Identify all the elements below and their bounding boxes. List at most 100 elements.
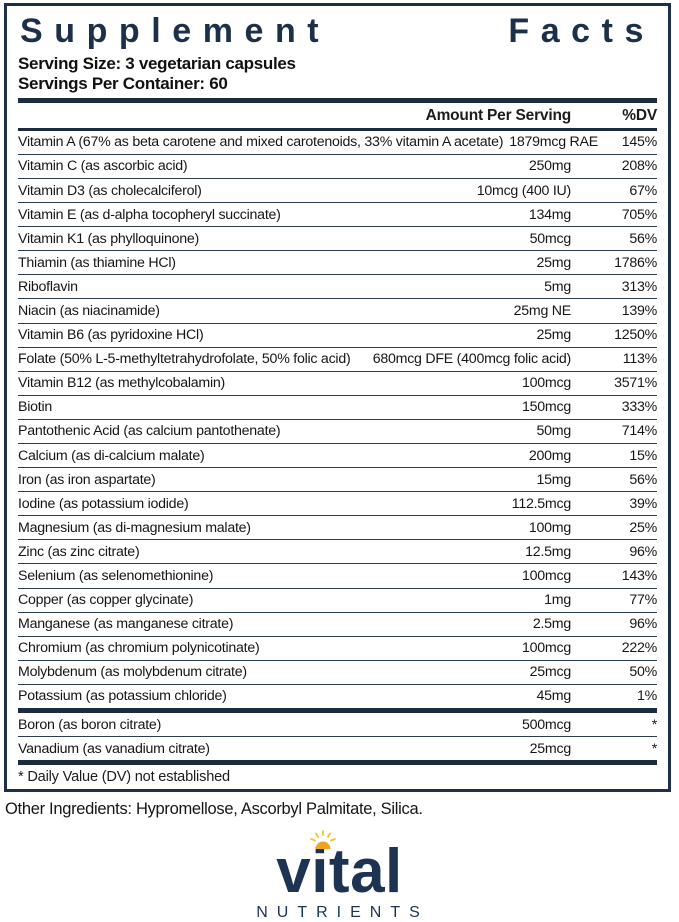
cell-label: Chromium (as chromium polynicotinate) bbox=[18, 640, 260, 657]
cell-dv: 714% bbox=[621, 423, 658, 440]
cell-amount: 100mg bbox=[528, 519, 571, 536]
cell-label: Molybdenum (as molybdenum citrate) bbox=[18, 664, 247, 681]
cell-amount: 25mg bbox=[536, 254, 572, 271]
cell-amount: 5mg bbox=[544, 278, 571, 295]
table-row: Calcium (as di-calcium malate) 200mg 15% bbox=[18, 443, 657, 467]
cell-amount: 100mcg bbox=[522, 568, 571, 585]
cell-amount: 150mcg bbox=[522, 399, 571, 416]
cell-amount: 112.5mcg bbox=[511, 495, 572, 512]
cell-dv: 1786% bbox=[614, 254, 657, 271]
cell-dv: 313% bbox=[621, 278, 658, 295]
cell-amount: 200mg bbox=[528, 447, 571, 464]
panel-title: Supplement Facts bbox=[18, 12, 657, 54]
cell-label: Riboflavin bbox=[18, 278, 78, 295]
table-row: Vitamin K1 (as phylloquinone) 50mcg 56% bbox=[18, 226, 657, 250]
cell-amount: 1879mcg RAE bbox=[509, 134, 598, 151]
cell-label: Biotin bbox=[18, 399, 52, 416]
table-row: Folate (50% L-5-methyltetrahydrofolate, … bbox=[18, 346, 657, 371]
cell-dv: 1250% bbox=[614, 327, 657, 344]
cell-label: Pantothenic Acid (as calcium pantothenat… bbox=[18, 423, 281, 440]
cell-label: Vitamin B12 (as methylcobalamin) bbox=[18, 375, 226, 392]
cell-amount: 680mcg DFE (400mcg folic acid) bbox=[372, 351, 572, 368]
brand-subname: NUTRIENTS bbox=[256, 904, 429, 922]
cell-label: Folate (50% L-5-methyltetrahydrofolate, … bbox=[18, 351, 351, 368]
cell-label: Vitamin A (67% as beta carotene and mixe… bbox=[18, 134, 504, 151]
cell-label: Boron (as boron citrate) bbox=[18, 716, 162, 733]
table-row: Vitamin B6 (as pyridoxine HCl) 25mg 1250% bbox=[18, 322, 657, 347]
supplement-facts-panel: Supplement Facts Serving Size: 3 vegetar… bbox=[4, 3, 671, 793]
cell-label: Iodine (as potassium iodide) bbox=[18, 495, 189, 512]
cell-label: Potassium (as potassium chloride) bbox=[18, 688, 227, 705]
table-row: Molybdenum (as molybdenum citrate) 25mcg 5… bbox=[18, 659, 657, 684]
table-row: Vitamin A (67% as beta carotene and mixe… bbox=[18, 131, 657, 154]
panel-title-word-2: Facts bbox=[508, 12, 655, 50]
table-row: Pantothenic Acid (as calcium pantothenat… bbox=[18, 418, 658, 443]
table-row: Vitamin E (as d-alpha tocopheryl succina… bbox=[18, 202, 657, 226]
cell-dv: 333% bbox=[621, 399, 658, 416]
cell-amount: 1mg bbox=[544, 592, 571, 609]
table-row: Thiamin (as thiamine HCl) 25mg 1786% bbox=[18, 250, 657, 274]
cell-label: Vitamin B6 (as pyridoxine HCl) bbox=[18, 327, 204, 344]
cell-dv: 25% bbox=[629, 519, 657, 536]
cell-label: Vanadium (as vanadium citrate) bbox=[18, 740, 210, 757]
servings-per-container-text: Servings Per Container: 60 bbox=[18, 73, 228, 93]
cell-dv: * bbox=[651, 716, 658, 733]
cell-amount: 100mcg bbox=[522, 375, 571, 392]
table-row: Boron (as boron citrate) 500mcg * bbox=[18, 713, 657, 736]
cell-dv: 56% bbox=[629, 471, 657, 488]
cell-label: Vitamin D3 (as cholecalciferol) bbox=[18, 182, 202, 199]
cell-label: Vitamin K1 (as phylloquinone) bbox=[18, 230, 199, 247]
cell-dv: 143% bbox=[621, 568, 658, 585]
sun-icon bbox=[310, 830, 337, 850]
cell-label: Calcium (as di-calcium malate) bbox=[18, 447, 205, 464]
table-row: Iodine (as potassium iodide) 112.5mcg 39% bbox=[18, 491, 657, 515]
cell-amount: 500mcg bbox=[522, 716, 571, 733]
cell-label: Zinc (as zinc citrate) bbox=[18, 543, 140, 560]
cell-dv: 705% bbox=[621, 206, 658, 223]
column-header-amount: Amount Per Serving bbox=[425, 106, 572, 124]
cell-dv: 50% bbox=[629, 664, 657, 681]
cell-amount: 25mcg bbox=[529, 740, 572, 757]
cell-dv: 56% bbox=[629, 230, 657, 247]
divider-thick bbox=[18, 760, 657, 766]
cell-amount: 250mg bbox=[528, 158, 571, 175]
cell-dv: 1% bbox=[636, 688, 657, 705]
divider-thick bbox=[18, 708, 657, 714]
cell-amount: 45mg bbox=[536, 688, 572, 705]
cell-amount: 50mg bbox=[536, 423, 572, 440]
table-row: Iron (as iron aspartate) 15mg 56% bbox=[18, 467, 657, 491]
cell-amount: 2.5mg bbox=[532, 616, 571, 633]
table-row: Biotin 150mcg 333% bbox=[18, 394, 658, 419]
brand-logo: vital NUTRIENTS bbox=[220, 830, 460, 922]
table-row: Potassium (as potassium chloride) 45mg 1% bbox=[18, 683, 657, 708]
cell-dv: 77% bbox=[629, 592, 657, 609]
cell-amount: 25mg bbox=[536, 327, 572, 344]
table-row: Riboflavin 5mg 313% bbox=[18, 274, 657, 298]
cell-amount: 100mcg bbox=[522, 640, 571, 657]
cell-label: Copper (as copper glycinate) bbox=[18, 592, 194, 609]
dv-footnote: * Daily Value (DV) not established bbox=[18, 769, 230, 786]
cell-dv: 222% bbox=[621, 640, 658, 657]
cell-label: Thiamin (as thiamine HCl) bbox=[18, 254, 176, 271]
table-row: Magnesium (as di-magnesium malate) 100mg 2… bbox=[18, 515, 657, 539]
table-row: Zinc (as zinc citrate) 12.5mg 96% bbox=[18, 539, 657, 563]
table-row: Vitamin C (as ascorbic acid) 250mg 208% bbox=[18, 153, 658, 178]
panel-title-word-1: Supplement bbox=[20, 12, 331, 50]
cell-amount: 15mg bbox=[536, 471, 572, 488]
table-column-header: Amount Per Serving %DV bbox=[18, 103, 657, 131]
cell-dv: 208% bbox=[621, 158, 658, 175]
cell-dv: 3571% bbox=[614, 375, 657, 392]
brand-logo-wordmark: vital bbox=[276, 830, 403, 903]
table-row: Vitamin B12 (as methylcobalamin) 100mcg 35… bbox=[18, 370, 657, 395]
cell-amount: 134mg bbox=[528, 206, 571, 223]
cell-label: Magnesium (as di-magnesium malate) bbox=[18, 519, 251, 536]
cell-label: Manganese (as manganese citrate) bbox=[18, 616, 234, 633]
table-row: Chromium (as chromium polynicotinate) 100… bbox=[18, 635, 658, 660]
cell-amount: 25mcg bbox=[529, 664, 572, 681]
cell-amount: 25mg NE bbox=[513, 302, 572, 319]
serving-size-text: Serving Size: 3 vegetarian capsules bbox=[18, 53, 296, 73]
table-row: Vanadium (as vanadium citrate) 25mcg * bbox=[18, 736, 657, 760]
column-header-dv: %DV bbox=[622, 106, 657, 124]
cell-amount: 12.5mg bbox=[525, 543, 571, 560]
cell-label: Niacin (as niacinamide) bbox=[18, 302, 160, 319]
